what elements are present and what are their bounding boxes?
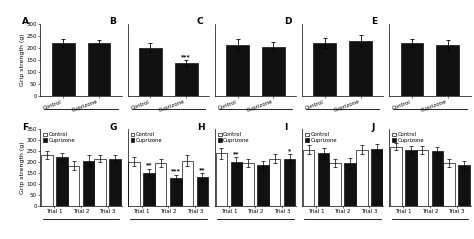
Bar bbox=[175, 63, 198, 96]
Bar bbox=[432, 151, 443, 206]
Bar bbox=[231, 162, 242, 206]
Text: B: B bbox=[109, 17, 117, 26]
Bar bbox=[329, 163, 341, 206]
Bar bbox=[390, 147, 401, 206]
Bar bbox=[284, 158, 295, 206]
Bar bbox=[269, 158, 280, 206]
Bar bbox=[437, 45, 459, 96]
Bar bbox=[197, 177, 208, 206]
Text: J: J bbox=[371, 123, 374, 132]
Bar bbox=[155, 163, 166, 206]
Bar bbox=[443, 163, 455, 206]
Bar bbox=[405, 150, 417, 206]
Text: Recovery 4W: Recovery 4W bbox=[317, 140, 368, 146]
Text: **: ** bbox=[233, 151, 240, 156]
Text: I: I bbox=[284, 123, 287, 132]
Bar bbox=[128, 162, 140, 206]
Y-axis label: Grip strength (g): Grip strength (g) bbox=[20, 33, 25, 86]
Bar bbox=[262, 47, 285, 96]
Text: H: H bbox=[197, 123, 204, 132]
Bar bbox=[303, 150, 314, 206]
Text: C: C bbox=[197, 17, 203, 26]
Legend: Control, Cuprizone: Control, Cuprizone bbox=[130, 132, 163, 144]
Text: ***: *** bbox=[171, 169, 181, 174]
Text: E: E bbox=[371, 17, 377, 26]
Bar bbox=[56, 158, 68, 206]
Bar bbox=[458, 165, 470, 206]
Legend: Control, Cuprizone: Control, Cuprizone bbox=[305, 132, 337, 144]
Bar bbox=[139, 48, 162, 96]
Legend: Control, Cuprizone: Control, Cuprizone bbox=[218, 132, 250, 144]
Legend: Control, Cuprizone: Control, Cuprizone bbox=[43, 132, 76, 144]
Bar bbox=[371, 149, 383, 206]
Bar bbox=[356, 150, 367, 206]
Bar bbox=[242, 163, 254, 206]
Bar bbox=[41, 155, 53, 206]
Bar bbox=[52, 43, 74, 96]
Bar bbox=[144, 173, 155, 206]
Text: CPZ 0W: CPZ 0W bbox=[66, 140, 96, 146]
Bar bbox=[216, 153, 227, 206]
Bar bbox=[68, 166, 79, 206]
Bar bbox=[417, 150, 428, 206]
Bar bbox=[170, 178, 182, 206]
Text: D: D bbox=[284, 17, 292, 26]
Text: G: G bbox=[109, 123, 117, 132]
Text: *: * bbox=[288, 148, 291, 153]
Bar bbox=[318, 153, 329, 206]
Bar bbox=[109, 158, 121, 206]
Bar bbox=[349, 41, 372, 96]
Y-axis label: Grip strength (g): Grip strength (g) bbox=[20, 141, 25, 194]
Text: Recovery 6W: Recovery 6W bbox=[404, 140, 456, 146]
Bar bbox=[83, 161, 94, 206]
Bar bbox=[182, 161, 193, 206]
Bar bbox=[257, 165, 269, 206]
Text: Recovery 2W: Recovery 2W bbox=[230, 140, 281, 146]
Bar bbox=[313, 43, 336, 96]
Bar bbox=[226, 45, 249, 96]
Bar bbox=[345, 163, 356, 206]
Text: **: ** bbox=[146, 163, 153, 168]
Bar bbox=[88, 43, 110, 96]
Legend: Control, Cuprizone: Control, Cuprizone bbox=[392, 132, 425, 144]
Text: **: ** bbox=[199, 167, 206, 172]
Text: A: A bbox=[22, 17, 29, 26]
Text: CPZ 6W: CPZ 6W bbox=[153, 140, 183, 146]
Text: F: F bbox=[22, 123, 28, 132]
Bar bbox=[401, 43, 423, 96]
Bar bbox=[94, 158, 106, 206]
Text: ***: *** bbox=[182, 54, 191, 59]
